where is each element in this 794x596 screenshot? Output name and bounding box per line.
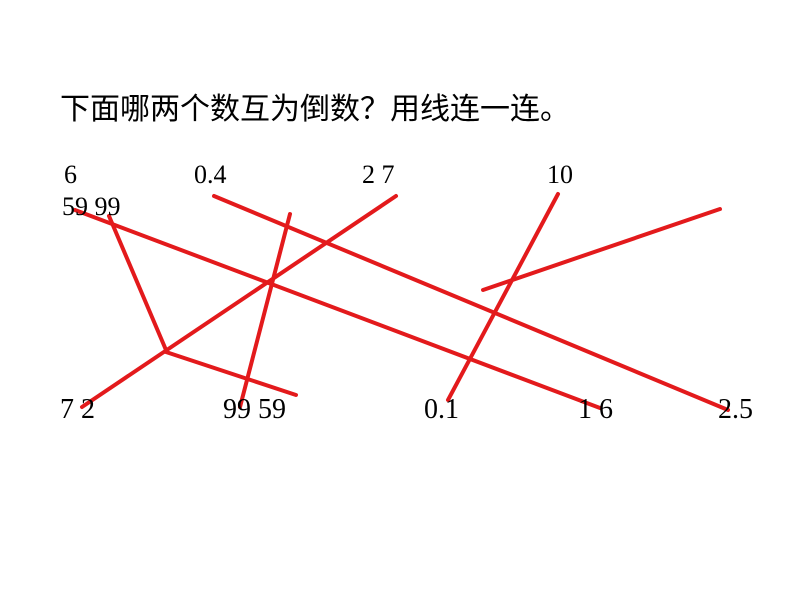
number-label: 7 2: [60, 394, 95, 426]
connection-line: [448, 194, 558, 400]
number-label: 0.4: [194, 160, 227, 190]
connection-line: [75, 210, 600, 408]
question-title: 下面哪两个数互为倒数？用线连一连。: [60, 84, 570, 128]
connection-line: [166, 352, 296, 395]
connection-line: [109, 216, 166, 350]
connection-line: [82, 196, 396, 407]
number-label: 59 99: [62, 192, 121, 222]
connection-line: [240, 214, 290, 407]
connection-line: [483, 209, 720, 290]
number-label: 10: [547, 160, 573, 190]
number-label: 6: [64, 160, 77, 190]
number-label: 99 59: [223, 394, 286, 426]
number-label: 0.1: [424, 394, 459, 426]
number-label: 2.5: [718, 394, 753, 426]
number-label: 1 6: [578, 394, 613, 426]
number-label: 2 7: [362, 160, 395, 190]
connection-line: [214, 196, 728, 410]
